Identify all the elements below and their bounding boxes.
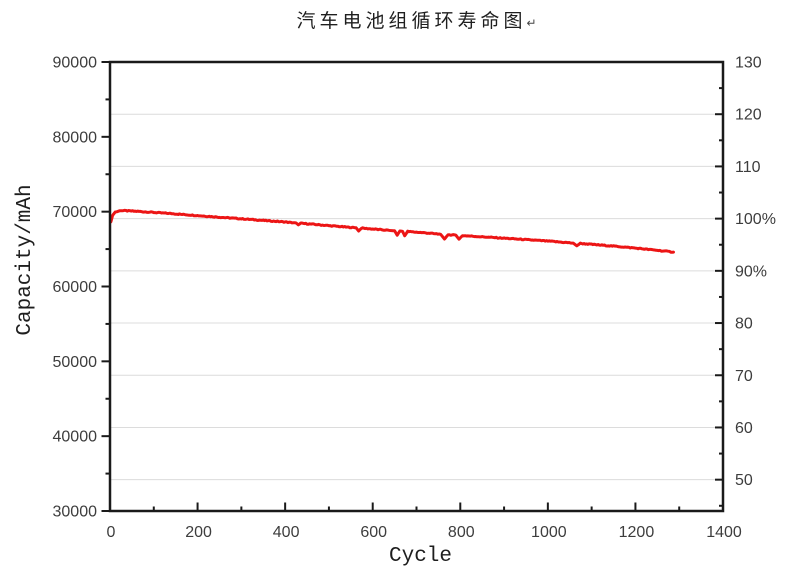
right-tick-label: 130	[735, 55, 762, 72]
gridlines	[110, 113, 723, 481]
right-tick-label: 90%	[735, 263, 767, 280]
left-tick-label: 50000	[53, 354, 98, 371]
right-tick-label: 70	[735, 368, 753, 385]
y-axis-title: Capacity/mAh	[14, 184, 37, 335]
plot-frame	[108, 60, 725, 513]
x-tick-label: 1000	[531, 524, 567, 541]
x-tick-label: 1200	[619, 524, 655, 541]
x-tick-label: 600	[360, 524, 387, 541]
right-tick-label: 80	[735, 316, 753, 333]
left-tick-label: 60000	[53, 279, 98, 296]
left-axis-ticks: 30000 40000 50000 60000 70000 80000 90000	[53, 55, 110, 521]
right-tick-label: 100%	[735, 211, 776, 228]
right-axis-ticks: 50 60 70 80 90% 100% 110 120 130	[715, 55, 776, 507]
left-tick-label: 80000	[53, 129, 98, 146]
left-tick-label: 30000	[53, 504, 98, 521]
paragraph-return-mark: ↵	[526, 16, 537, 30]
left-tick-label: 70000	[53, 204, 98, 221]
right-tick-label: 50	[735, 472, 753, 489]
chart-title: 汽车电池组循环寿命图↵	[110, 6, 723, 33]
x-tick-label: 200	[185, 524, 212, 541]
left-tick-label: 90000	[53, 55, 98, 72]
x-tick-label: 1400	[706, 524, 742, 541]
x-tick-label: 400	[273, 524, 300, 541]
x-axis-ticks: 0 200 400 600 800 1000 1200 1400	[107, 502, 742, 541]
x-tick-label: 0	[107, 524, 116, 541]
right-tick-label: 60	[735, 420, 753, 437]
chart-title-text: 汽车电池组循环寿命图	[296, 11, 527, 32]
capacity-series-line	[109, 208, 675, 254]
right-tick-label: 110	[735, 159, 761, 176]
left-tick-label: 40000	[53, 429, 98, 446]
right-tick-label: 120	[735, 107, 762, 124]
x-tick-label: 800	[448, 524, 475, 541]
x-axis-title: Cycle	[389, 545, 452, 568]
